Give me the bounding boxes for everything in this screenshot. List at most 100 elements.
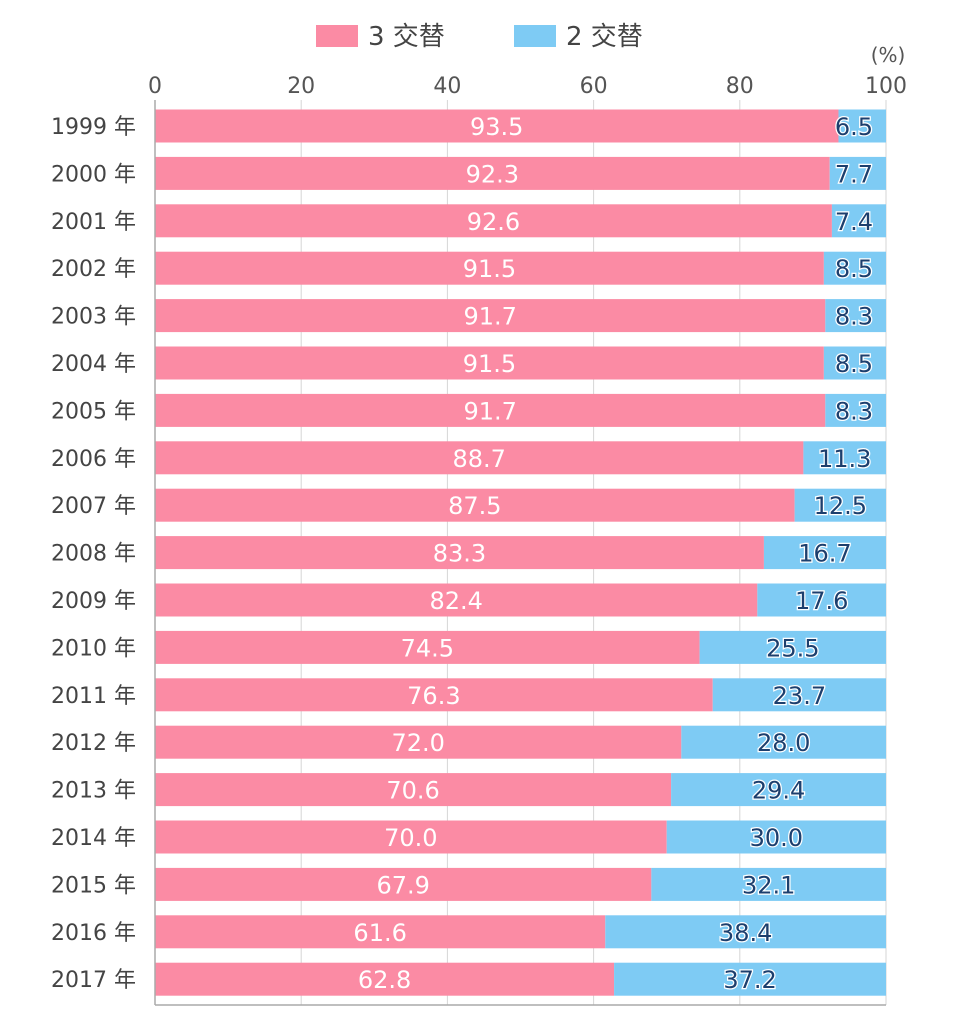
bar-segment-2shift (699, 630, 886, 664)
bar-segment-3shift (155, 867, 652, 901)
bar-segment-3shift (155, 299, 826, 333)
data-label-3shift: 91.5 (463, 255, 516, 283)
bar-segment-2shift (825, 299, 886, 333)
bar-segment-3shift (155, 630, 700, 664)
bar-segment-2shift (605, 915, 886, 949)
x-tick-label: 100 (865, 74, 907, 99)
data-label-2shift: 16.7 (798, 540, 851, 568)
category-label: 2002 年 (51, 257, 136, 282)
bar-segment-2shift (823, 346, 886, 380)
data-label-3shift: 91.7 (463, 303, 516, 331)
data-label-3shift: 83.3 (433, 540, 486, 568)
data-label-3shift: 74.5 (401, 634, 454, 662)
bar-segment-3shift (155, 204, 832, 238)
bar-segment-2shift (671, 773, 886, 807)
bar-segment-3shift (155, 820, 667, 854)
category-label: 2009 年 (51, 589, 136, 614)
bar-segment-3shift (155, 488, 795, 522)
bar-segment-2shift (794, 488, 886, 522)
category-label: 2004 年 (51, 352, 136, 377)
bar-segment-3shift (155, 156, 830, 190)
data-label-3shift: 92.3 (466, 160, 519, 188)
category-label: 2012 年 (51, 731, 136, 756)
axis-unit-label: (%) (871, 43, 906, 67)
category-label: 2006 年 (51, 447, 136, 472)
data-label-3shift: 92.6 (467, 208, 520, 236)
data-label-3shift: 91.5 (463, 350, 516, 378)
data-label-2shift: 17.6 (795, 587, 848, 615)
category-label: 2016 年 (51, 921, 136, 946)
data-label-2shift: 38.4 (719, 919, 772, 947)
bar-segment-3shift (155, 251, 824, 285)
bar-segment-3shift (155, 583, 758, 617)
data-label-3shift: 70.0 (384, 824, 437, 852)
bar-segment-2shift (838, 109, 886, 143)
data-label-2shift: 8.3 (835, 303, 873, 331)
bar-segment-2shift (666, 820, 886, 854)
bar-segment-2shift (763, 536, 886, 570)
data-label-2shift: 28.0 (757, 729, 810, 757)
data-label-2shift: 11.3 (818, 445, 871, 473)
data-label-3shift: 82.4 (429, 587, 482, 615)
data-label-2shift: 25.5 (766, 634, 819, 662)
data-label-2shift: 8.3 (835, 397, 873, 425)
category-label: 2017 年 (51, 968, 136, 993)
bar-segment-3shift (155, 678, 713, 712)
bar-segment-3shift (155, 962, 615, 996)
category-label: 2000 年 (51, 162, 136, 187)
bar-segment-3shift (155, 536, 764, 570)
category-label: 2015 年 (51, 873, 136, 898)
bar-segment-3shift (155, 725, 682, 759)
data-label-3shift: 70.6 (386, 777, 439, 805)
data-label-3shift: 61.6 (353, 919, 406, 947)
data-label-2shift: 8.5 (835, 255, 873, 283)
data-label-3shift: 76.3 (407, 682, 460, 710)
legend-label: 3 交替 (368, 22, 445, 52)
x-tick-label: 20 (287, 74, 315, 99)
bar-segment-2shift (757, 583, 886, 617)
bar-segment-2shift (823, 251, 886, 285)
data-label-2shift: 7.4 (835, 208, 873, 236)
x-tick-label: 60 (580, 74, 608, 99)
legend-swatch (514, 25, 556, 47)
category-label: 2003 年 (51, 305, 136, 330)
bar-segment-3shift (155, 773, 672, 807)
data-label-2shift: 7.7 (835, 160, 873, 188)
category-label: 2014 年 (51, 826, 136, 851)
legend-label: 2 交替 (566, 22, 643, 52)
data-label-3shift: 72.0 (391, 729, 444, 757)
bar-segment-2shift (712, 678, 886, 712)
bar-segment-2shift (829, 156, 886, 190)
category-label: 2001 年 (51, 210, 136, 235)
data-label-3shift: 93.5 (470, 113, 523, 141)
x-tick-label: 80 (726, 74, 754, 99)
data-label-2shift: 23.7 (773, 682, 826, 710)
data-label-2shift: 29.4 (752, 777, 805, 805)
bar-segment-3shift (155, 393, 826, 427)
category-label: 2013 年 (51, 779, 136, 804)
data-label-2shift: 8.5 (835, 350, 873, 378)
category-label: 2010 年 (51, 636, 136, 661)
legend-swatch (316, 25, 358, 47)
category-label: 2005 年 (51, 399, 136, 424)
bar-segment-3shift (155, 915, 606, 949)
category-label: 2011 年 (51, 684, 136, 709)
data-label-2shift: 32.1 (742, 871, 795, 899)
category-label: 1999 年 (51, 115, 136, 140)
x-tick-label: 0 (148, 74, 162, 99)
bar-segment-3shift (155, 109, 839, 143)
data-label-2shift: 37.2 (723, 966, 776, 994)
data-label-3shift: 87.5 (448, 492, 501, 520)
data-label-3shift: 88.7 (452, 445, 505, 473)
bar-segment-2shift (831, 204, 886, 238)
data-label-3shift: 91.7 (463, 397, 516, 425)
bar-segment-2shift (803, 441, 886, 475)
bar-segment-2shift (825, 393, 886, 427)
data-label-2shift: 12.5 (814, 492, 867, 520)
category-label: 2007 年 (51, 494, 136, 519)
bar-segment-2shift (614, 962, 886, 996)
data-label-3shift: 62.8 (358, 966, 411, 994)
x-tick-label: 40 (433, 74, 461, 99)
data-label-2shift: 6.5 (835, 113, 873, 141)
